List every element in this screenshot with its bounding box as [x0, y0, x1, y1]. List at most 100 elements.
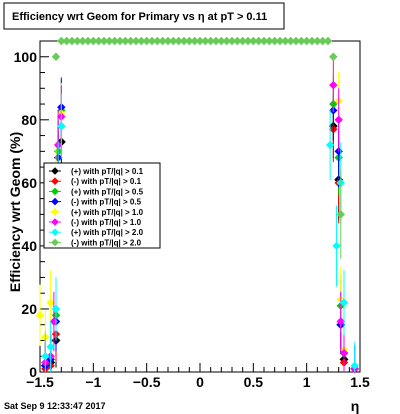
y-tick-label: 80 [21, 112, 37, 128]
data-point [57, 121, 66, 131]
data-point [259, 36, 269, 46]
y-tick-label: 100 [14, 49, 38, 65]
legend-box [43, 162, 161, 249]
x-axis-label: η [351, 398, 360, 414]
data-point [126, 36, 135, 46]
x-tick-label: 1 [303, 374, 311, 390]
legend: (+) with pT/|q| > 0.1(-) with pT/|q| > 0… [49, 167, 144, 247]
data-point [291, 36, 301, 46]
data-point [190, 36, 199, 46]
data-point [179, 36, 189, 46]
data-point [318, 36, 327, 46]
x-tick-label: −0.5 [133, 374, 161, 390]
y-tick-label: 0 [29, 364, 37, 380]
legend-label: (-) with pT/|q| > 2.0 [71, 238, 142, 247]
y-tick-label: 60 [21, 175, 37, 191]
data-points [35, 36, 360, 374]
data-point [265, 36, 274, 46]
legend-label: (-) with pT/|q| > 0.5 [71, 198, 142, 207]
data-point [89, 36, 98, 46]
legend-label: (+) with pT/|q| > 0.5 [71, 187, 144, 196]
data-point [286, 36, 295, 46]
data-point [238, 36, 247, 46]
data-point [249, 36, 258, 46]
data-point [334, 115, 343, 125]
data-point [297, 36, 306, 46]
data-point [336, 317, 345, 326]
data-point [243, 36, 253, 46]
data-point [195, 36, 205, 46]
legend-marker [51, 218, 59, 226]
data-point [163, 36, 173, 46]
legend-label: (+) with pT/|q| > 0.1 [71, 167, 144, 176]
x-tick-label: 0.5 [244, 374, 264, 390]
y-axis: 0 20 40 60 80 100 [14, 40, 49, 380]
data-point [147, 36, 157, 46]
data-point [153, 36, 162, 46]
data-point [339, 348, 349, 358]
data-point [57, 36, 66, 46]
x-tick-label: 0 [196, 374, 204, 390]
x-tick-label: −1 [85, 374, 101, 390]
data-point [110, 36, 119, 46]
data-point [254, 36, 263, 46]
legend-label: (-) with pT/|q| > 0.1 [71, 177, 142, 186]
data-point [325, 140, 335, 150]
legend-label: (-) with pT/|q| > 1.0 [71, 218, 142, 227]
x-tick-label: −1.5 [26, 374, 54, 390]
data-point [115, 36, 125, 46]
data-point [35, 311, 45, 320]
data-point [217, 36, 226, 46]
data-point [270, 36, 279, 46]
data-point [78, 36, 87, 46]
x-tick-label: 1.5 [350, 374, 370, 390]
data-point [121, 36, 130, 46]
data-point [83, 36, 93, 46]
y-axis-label: Efficiency wrt Geom (%) [7, 132, 23, 292]
data-point [131, 36, 141, 46]
data-point [211, 36, 221, 46]
timestamp: Sat Sep 9 12:33:47 2017 [4, 401, 106, 411]
data-point [94, 36, 103, 46]
data-point [67, 36, 77, 46]
data-point [137, 36, 146, 46]
data-point [73, 36, 82, 46]
legend-marker [51, 238, 59, 247]
data-point [329, 52, 338, 61]
data-point [222, 36, 231, 46]
data-point [51, 52, 61, 61]
data-point [46, 298, 55, 307]
data-point [185, 36, 194, 46]
legend-label: (+) with pT/|q| > 2.0 [71, 228, 144, 237]
data-point [105, 36, 114, 46]
data-point [201, 36, 210, 46]
data-point [206, 36, 215, 46]
data-point [227, 36, 237, 46]
legend-marker [51, 208, 59, 216]
data-point [302, 36, 311, 46]
x-axis: −1.5 −1 −0.5 0 0.5 1 1.5 [26, 363, 370, 390]
legend-label: (+) with pT/|q| > 1.0 [71, 208, 144, 217]
data-point [233, 36, 242, 46]
legend-marker [51, 187, 59, 196]
legend-marker [51, 197, 59, 206]
data-point [281, 36, 290, 46]
data-point [174, 36, 183, 46]
data-point [62, 36, 71, 46]
title-box [3, 2, 285, 30]
chart-title: Efficiency wrt Geom for Primary vs η at … [12, 11, 267, 23]
data-point [275, 36, 285, 46]
data-point [350, 361, 359, 370]
data-point [323, 36, 333, 46]
data-point [142, 36, 151, 46]
data-point [158, 36, 167, 46]
data-point [339, 298, 349, 307]
legend-marker [51, 177, 59, 185]
data-point [313, 36, 322, 46]
legend-marker [51, 167, 59, 175]
data-point [99, 36, 109, 46]
y-tick-label: 40 [21, 238, 37, 254]
data-point [336, 210, 345, 219]
legend-marker [51, 228, 59, 236]
